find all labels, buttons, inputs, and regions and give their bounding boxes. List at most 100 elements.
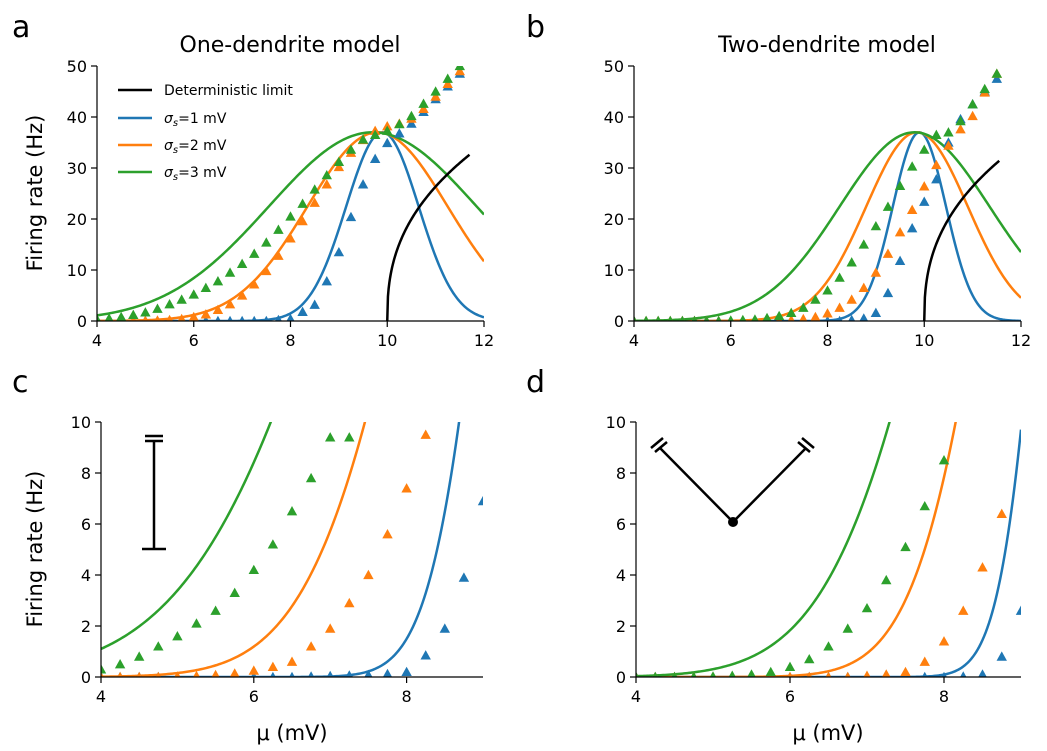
panel-a-point-sigma1 [369, 153, 381, 163]
two-dendrite-schematic [650, 437, 815, 527]
panel-d-curve-sigma1 [636, 429, 1021, 677]
panel-c-point-sigma3 [229, 587, 240, 598]
panel-a-ytick-label: 10 [67, 261, 87, 280]
panel-d-curve-sigma3 [636, 422, 891, 677]
panel-a-ytick-label: 40 [67, 108, 87, 127]
panel-b-point-sigma1 [931, 174, 942, 184]
panel-a-point-sigma3 [116, 311, 127, 321]
panel-a-point-sigma2 [418, 103, 429, 113]
panel-c-point-sigma2 [174, 671, 181, 677]
panel-c-point-sigma2 [248, 665, 259, 675]
panel-d-point-sigma3 [919, 500, 930, 511]
panel-c-point-sigma2 [117, 671, 123, 677]
panel-b-point-sigma3 [822, 285, 833, 295]
panel-a-point-sigma3 [394, 118, 405, 129]
panel-c-ytick-label: 0 [81, 668, 91, 687]
panel-a-point-sigma3 [442, 73, 453, 83]
panel-c-point-sigma2 [344, 597, 355, 608]
panel-c-ytick-label: 8 [81, 464, 91, 483]
panel-c-point-sigma1 [326, 670, 334, 677]
panel-b-point-sigma3 [906, 161, 918, 171]
panel-d-ytick-label: 10 [606, 413, 626, 432]
panel-d-point-sigma2 [938, 636, 950, 646]
panel-a-point-sigma1 [309, 299, 320, 309]
panel-b-point-sigma3 [691, 315, 698, 321]
panel-c-point-sigma1 [458, 572, 470, 582]
panel-a-point-sigma2 [188, 311, 199, 321]
panel-b-point-sigma2 [931, 159, 942, 170]
legend-label-sigma1: σs=1 mV [164, 111, 227, 129]
panel-b-point-sigma2 [846, 294, 857, 304]
panel-d-point-sigma2 [881, 669, 891, 677]
panel-c-xtick-label: 4 [96, 687, 106, 706]
panel-c-point-sigma2 [382, 529, 393, 539]
panel-d-ytick-label: 2 [616, 617, 626, 636]
panel-d-point-sigma3 [636, 671, 639, 677]
panel-a-ytick-label: 30 [67, 159, 87, 178]
panel-a-point-sigma1 [382, 137, 393, 148]
panel-d-point-sigma3 [804, 653, 815, 664]
panel-b-point-sigma2 [943, 140, 954, 150]
panel-a-point-sigma1 [227, 315, 233, 321]
panel-b-point-sigma2 [955, 124, 966, 134]
panel-c-point-sigma3 [267, 539, 279, 549]
panel-d-point-sigma2 [996, 508, 1007, 518]
panel-b-point-sigma3 [991, 68, 1003, 78]
panel-d-point-sigma3 [938, 455, 950, 465]
panel-c-point-sigma3 [191, 618, 202, 628]
panel-c-point-sigma2 [401, 483, 412, 493]
panel-d-point-sigma1 [960, 671, 967, 677]
panel-b-point-sigma3 [773, 310, 785, 321]
panel-a-point-sigma3 [285, 211, 296, 221]
panel-a-point-sigma3 [430, 86, 441, 96]
panel-letter-a: a [12, 10, 30, 45]
panel-d-xlabel: μ (mV) [792, 721, 863, 745]
panel-c-point-sigma3 [134, 651, 145, 661]
panel-b-deterministic-line [923, 159, 1001, 321]
panel-b-ytick-label: 0 [614, 312, 624, 331]
panel-a-point-sigma3 [164, 298, 175, 309]
panel-b-curve-sigma3 [634, 131, 1021, 321]
panel-c-point-sigma2 [211, 669, 220, 677]
panel-c-xtick-label: 8 [402, 687, 412, 706]
panel-b-ytick-label: 10 [604, 261, 624, 280]
panel-d-point-sigma2 [863, 670, 871, 677]
panel-a-point-sigma2 [154, 315, 161, 321]
panel-a-point-sigma3 [333, 156, 345, 167]
panel-b-point-sigma1 [906, 222, 918, 233]
panel-d-ytick-label: 4 [616, 566, 626, 585]
panel-a-plot [97, 66, 484, 321]
panel-a-axes: 4 6 8 10 12 0 10 20 30 40 50 [67, 57, 495, 350]
panel-d-point-sigma3 [671, 671, 678, 677]
panel-b-point-sigma3 [798, 302, 809, 312]
panel-c-point-sigma1 [420, 650, 431, 660]
panel-a-xtick-label: 4 [92, 331, 102, 350]
panel-a-point-sigma3 [345, 144, 357, 154]
panel-a-point-sigma3 [128, 309, 139, 320]
panel-d-xtick-label: 4 [631, 687, 641, 706]
panel-c-point-sigma3 [248, 564, 259, 575]
panel-a-xtick-label: 6 [189, 331, 199, 350]
panel-b-xtick-label: 8 [822, 331, 832, 350]
panel-a-point-sigma3 [357, 134, 369, 144]
panel-c-point-sigma2 [229, 668, 240, 677]
legend: Deterministic limit σs=1 mV σs=2 mV σs=3… [118, 83, 293, 183]
panel-b-point-sigma2 [919, 181, 930, 191]
panel-d-point-sigma3 [728, 670, 736, 677]
panel-b-point-sigma1 [991, 73, 1003, 83]
panel-d-ytick-label: 0 [616, 668, 626, 687]
panel-a-point-sigma3 [200, 282, 212, 293]
panel-c-point-sigma3 [286, 506, 298, 516]
panel-b-point-sigma3 [679, 315, 686, 321]
panel-c-axes: 4 6 8 0 2 4 6 8 10 [71, 413, 483, 706]
panel-a-point-sigma3 [261, 237, 272, 247]
panel-c-point-sigma3 [101, 664, 107, 674]
one-dendrite-schematic [142, 434, 166, 551]
panel-b-ytick-label: 50 [604, 57, 624, 76]
panel-d-point-sigma3 [900, 541, 911, 552]
panel-a-point-sigma3 [297, 198, 308, 208]
panel-d-point-sigma3 [652, 671, 659, 677]
panel-b-axes: 4 6 8 10 12 0 10 20 30 40 50 [604, 57, 1032, 350]
panel-c-point-sigma3 [344, 432, 355, 442]
panel-a-point-sigma1 [274, 314, 282, 321]
